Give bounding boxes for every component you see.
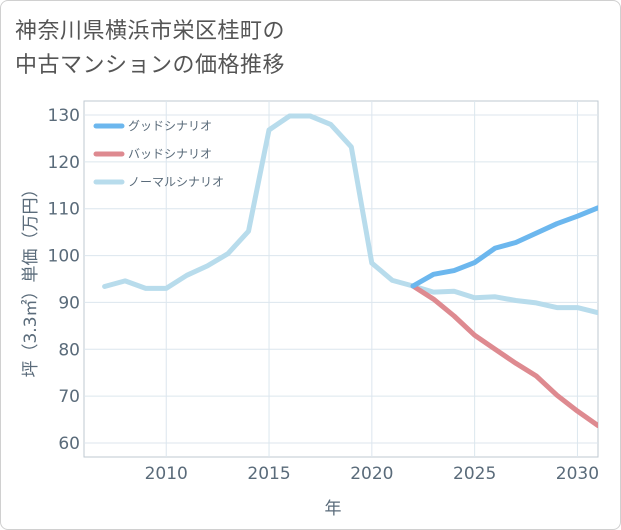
chart-title-line-1: 神奈川県横浜市栄区桂町の [15, 19, 286, 44]
series-layer [102, 113, 598, 429]
y-tick-label: 70 [58, 387, 80, 407]
y-axis-title: 坪（3.3㎡）単価（万円） [21, 180, 41, 377]
x-tick-label: 2015 [247, 464, 290, 484]
y-tick-label: 80 [58, 340, 80, 360]
legend-label-2: ノーマルシナリオ [128, 175, 224, 189]
chart-title: 神奈川県横浜市栄区桂町の 中古マンションの価格推移 [15, 15, 285, 83]
x-tick-label: 2030 [556, 464, 599, 484]
legend-label-1: バッドシナリオ [128, 147, 212, 161]
y-tick-label: 90 [58, 293, 80, 313]
legend-label-0: グッドシナリオ [128, 119, 212, 133]
y-tick-label: 60 [58, 434, 80, 454]
grid [84, 101, 598, 457]
x-tick-label: 2020 [350, 464, 393, 484]
x-axis-title: 年 [325, 499, 342, 519]
plot-area [83, 100, 599, 458]
x-tick-label: 2025 [453, 464, 496, 484]
series-line-1 [410, 283, 598, 429]
y-ticks: 60 70 80 90 100 110 120 130 [48, 106, 80, 454]
y-tick-label: 120 [48, 153, 80, 173]
series-line-0 [410, 205, 598, 289]
x-ticks: 2010 2015 2020 2025 2030 [145, 464, 599, 484]
chart-title-line-2: 中古マンションの価格推移 [15, 53, 286, 78]
y-tick-label: 100 [48, 247, 80, 267]
x-tick-label: 2010 [145, 464, 188, 484]
series-line-2 [102, 113, 598, 316]
y-tick-label: 110 [48, 200, 80, 220]
y-tick-label: 130 [48, 106, 80, 126]
